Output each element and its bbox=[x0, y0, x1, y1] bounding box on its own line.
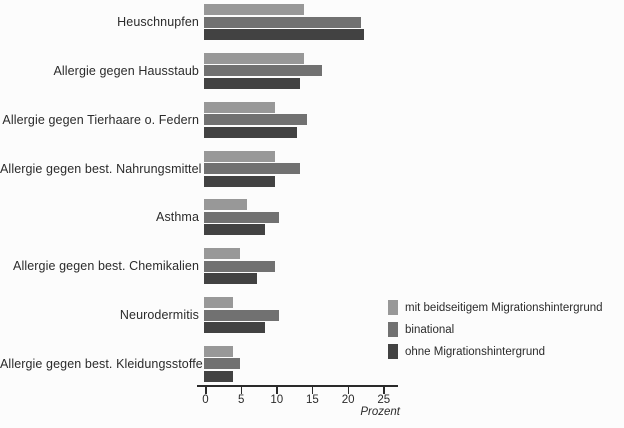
bar-group: Allergie gegen best. Nahrungsmittel bbox=[0, 150, 624, 187]
bar-ohne bbox=[204, 29, 365, 40]
bar-group: Allergie gegen Hausstaub bbox=[0, 52, 624, 89]
axis-tick-label: 15 bbox=[306, 394, 319, 406]
bar-ohne bbox=[204, 224, 265, 236]
legend-label: ohne Migrationshintergrund bbox=[405, 345, 546, 358]
axis-tick-label: 20 bbox=[341, 394, 355, 406]
axis-tick-label: 10 bbox=[270, 394, 284, 406]
axis-tick bbox=[205, 387, 207, 394]
bar-mit bbox=[204, 199, 247, 211]
bar-mit bbox=[204, 248, 240, 260]
x-axis-line bbox=[197, 385, 398, 387]
bar-mit bbox=[204, 101, 276, 113]
legend-item: mit beidseitigem Migrationshintergrund bbox=[388, 300, 603, 315]
axis-tick bbox=[347, 387, 350, 394]
bar-group: Allergie gegen Tierhaare o. Federn bbox=[0, 101, 624, 138]
bar-group: Allergie gegen best. Chemikalien bbox=[0, 248, 624, 285]
bar-binational bbox=[204, 358, 240, 370]
bar-binational bbox=[204, 163, 301, 175]
bar-binational bbox=[204, 114, 308, 126]
bar-mit bbox=[204, 150, 276, 162]
axis-tick bbox=[383, 387, 385, 394]
bar-binational bbox=[204, 309, 279, 321]
bar-binational bbox=[204, 65, 322, 77]
bar-ohne bbox=[204, 370, 233, 382]
bar-group: Neurodermitis bbox=[0, 297, 624, 334]
bar-ohne bbox=[204, 322, 265, 334]
legend-label: binational bbox=[405, 323, 455, 336]
category-label: Asthma bbox=[156, 210, 199, 225]
category-label: Neurodermitis bbox=[119, 308, 199, 323]
bar-binational bbox=[204, 260, 276, 272]
legend-label: mit beidseitigem Migrationshintergrund bbox=[405, 301, 603, 314]
axis-tick bbox=[276, 387, 278, 394]
bar-ohne bbox=[204, 126, 297, 138]
bar-ohne bbox=[204, 175, 276, 187]
bar-group: Allergie gegen best. Kleidungsstoffe bbox=[0, 345, 624, 382]
category-label: Allergie gegen best. Nahrungsmittel bbox=[0, 161, 202, 176]
category-label: Allergie gegen best. Chemikalien bbox=[13, 259, 199, 274]
bar-mit bbox=[204, 4, 304, 15]
bar-mit bbox=[204, 297, 233, 309]
bar-mit bbox=[204, 52, 304, 64]
axis-tick-label: 5 bbox=[237, 394, 245, 406]
legend-swatch bbox=[388, 322, 398, 337]
bar-ohne bbox=[204, 77, 301, 89]
x-axis-title: Prozent bbox=[360, 406, 400, 418]
axis-tick bbox=[240, 387, 243, 394]
category-label: Heuschnupfen bbox=[117, 15, 199, 29]
axis-tick-label: 25 bbox=[377, 394, 391, 406]
legend: mit beidseitigem Migrationshintergrund bi… bbox=[388, 300, 603, 359]
bar-ohne bbox=[204, 273, 258, 285]
axis-tick bbox=[311, 387, 314, 394]
bar-group: Heuschnupfen bbox=[0, 4, 624, 40]
legend-swatch bbox=[388, 300, 398, 315]
bar-binational bbox=[204, 211, 279, 223]
bar-binational bbox=[204, 16, 361, 28]
bar-group: Asthma bbox=[0, 199, 624, 236]
axis-tick-label: 0 bbox=[202, 394, 209, 406]
category-label: Allergie gegen Tierhaare o. Federn bbox=[2, 112, 199, 127]
bar-mit bbox=[204, 345, 233, 357]
category-label: Allergie gegen best. Kleidungsstoffe bbox=[0, 356, 203, 371]
category-label: Allergie gegen Hausstaub bbox=[53, 63, 199, 78]
legend-swatch bbox=[388, 344, 398, 359]
legend-item: binational bbox=[388, 322, 603, 337]
legend-item: ohne Migrationshintergrund bbox=[388, 344, 603, 359]
